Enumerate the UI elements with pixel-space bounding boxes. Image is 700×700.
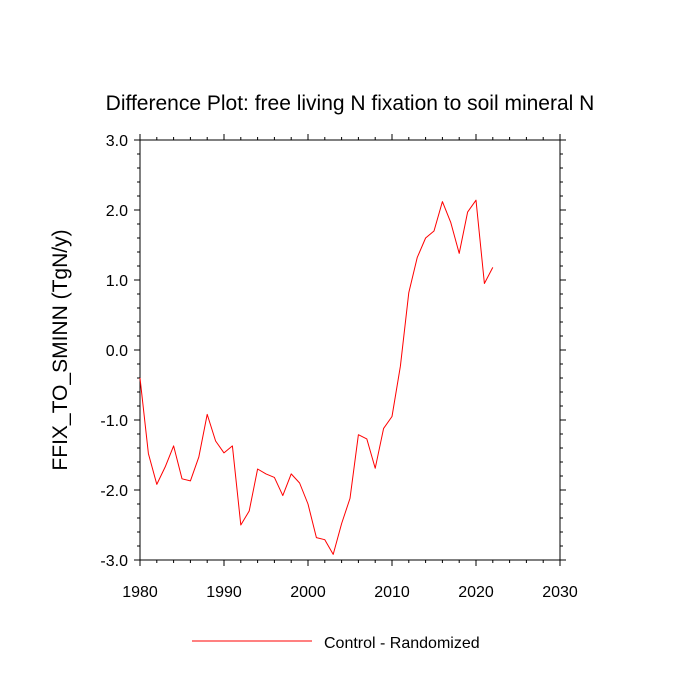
x-tick-label: 1980 xyxy=(122,584,158,601)
x-tick-label: 2020 xyxy=(458,584,494,601)
y-tick-label: 2.0 xyxy=(106,203,128,220)
x-tick-label: 2030 xyxy=(542,584,578,601)
x-tick-label: 2000 xyxy=(290,584,326,601)
chart-title: Difference Plot: free living N fixation … xyxy=(106,92,595,115)
axis-ticks xyxy=(134,134,566,566)
y-tick-label: -3.0 xyxy=(100,553,128,570)
y-axis-label: FFIX_TO_SMINN (TgN/y) xyxy=(49,229,72,470)
y-tick-label: -2.0 xyxy=(100,483,128,500)
y-tick-labels: -3.0 -2.0 -1.0 0.0 1.0 2.0 3.0 xyxy=(100,133,128,570)
x-tick-labels: 1980 1990 2000 2010 2020 2030 xyxy=(122,584,578,601)
y-tick-label: 0.0 xyxy=(106,343,128,360)
series-line-control-randomized xyxy=(139,199,494,555)
x-tick-label: 2010 xyxy=(374,584,410,601)
y-tick-label: 3.0 xyxy=(106,133,128,150)
legend-label: Control - Randomized xyxy=(324,635,480,652)
x-tick-label: 1990 xyxy=(206,584,242,601)
y-tick-label: 1.0 xyxy=(106,273,128,290)
series-layer xyxy=(139,199,494,555)
y-tick-label: -1.0 xyxy=(100,413,128,430)
